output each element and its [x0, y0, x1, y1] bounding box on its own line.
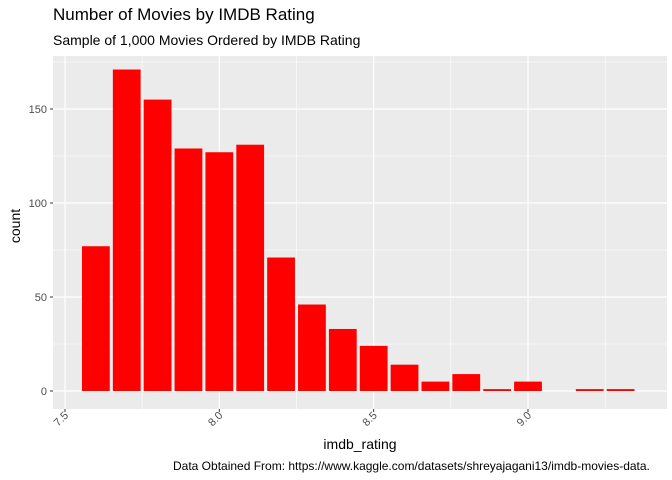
x-axis-title: imdb_rating [323, 436, 396, 452]
histogram-bar [81, 246, 110, 391]
y-axis-title: count [7, 209, 23, 243]
histogram-bar [174, 148, 203, 391]
histogram-bar [359, 345, 388, 391]
y-tick-label: 100 [29, 198, 47, 210]
histogram-bar [483, 389, 512, 391]
y-tick-label: 0 [41, 386, 47, 398]
histogram-bar [514, 381, 542, 391]
y-tick-label: 150 [29, 104, 47, 116]
x-tick-label: 8.5 [360, 410, 379, 429]
histogram-bar [205, 152, 234, 391]
histogram-bar [298, 304, 326, 391]
chart-caption: Data Obtained From: https://www.kaggle.c… [173, 459, 650, 473]
x-tick-label: 9.0 [515, 410, 534, 429]
histogram-bar [143, 99, 172, 391]
x-tick-label: 8.0 [206, 410, 225, 429]
histogram-bar [328, 328, 357, 391]
histogram-bar [112, 69, 141, 392]
x-tick-label: 7.5 [52, 410, 71, 429]
histogram-bar [236, 144, 265, 391]
chart-subtitle: Sample of 1,000 Movies Ordered by IMDB R… [53, 32, 361, 48]
y-tick-label: 50 [35, 292, 47, 304]
histogram-bar [421, 381, 450, 391]
histogram-bar [575, 389, 604, 391]
chart-title: Number of Movies by IMDB Rating [53, 5, 315, 24]
histogram-bar [390, 364, 419, 391]
histogram-bar [267, 257, 295, 391]
histogram-bar [452, 374, 481, 391]
histogram-bar [606, 389, 635, 391]
